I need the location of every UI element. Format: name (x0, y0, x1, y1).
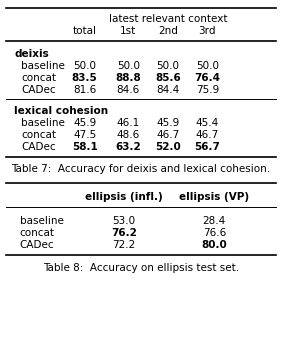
Text: total: total (72, 26, 97, 36)
Text: 81.6: 81.6 (73, 85, 96, 95)
Text: 76.4: 76.4 (194, 73, 220, 83)
Text: 72.2: 72.2 (113, 240, 136, 250)
Text: 58.1: 58.1 (72, 142, 98, 152)
Text: 83.5: 83.5 (72, 73, 98, 83)
Text: Table 8:  Accuracy on ellipsis test set.: Table 8: Accuracy on ellipsis test set. (43, 263, 239, 273)
Text: 45.9: 45.9 (73, 118, 96, 128)
Text: 46.7: 46.7 (156, 130, 179, 140)
Text: 50.0: 50.0 (73, 61, 96, 71)
Text: 50.0: 50.0 (156, 61, 179, 71)
Text: deixis: deixis (14, 49, 49, 59)
Text: 50.0: 50.0 (117, 61, 140, 71)
Text: 28.4: 28.4 (203, 216, 226, 226)
Text: 52.0: 52.0 (155, 142, 181, 152)
Text: 56.7: 56.7 (194, 142, 220, 152)
Text: lexical cohesion: lexical cohesion (14, 106, 108, 116)
Text: 47.5: 47.5 (73, 130, 96, 140)
Text: 76.2: 76.2 (111, 228, 137, 238)
Text: ellipsis (VP): ellipsis (VP) (179, 192, 249, 202)
Text: baseline: baseline (21, 61, 65, 71)
Text: 84.6: 84.6 (117, 85, 140, 95)
Text: 45.4: 45.4 (196, 118, 219, 128)
Text: 84.4: 84.4 (156, 85, 179, 95)
Text: ellipsis (infl.): ellipsis (infl.) (85, 192, 163, 202)
Text: baseline: baseline (21, 118, 65, 128)
Text: 46.1: 46.1 (117, 118, 140, 128)
Text: 53.0: 53.0 (113, 216, 136, 226)
Text: 63.2: 63.2 (115, 142, 141, 152)
Text: latest relevant context: latest relevant context (109, 14, 227, 24)
Text: 48.6: 48.6 (117, 130, 140, 140)
Text: Table 7:  Accuracy for deixis and lexical cohesion.: Table 7: Accuracy for deixis and lexical… (12, 164, 270, 174)
Text: CADec: CADec (21, 142, 56, 152)
Text: 46.7: 46.7 (196, 130, 219, 140)
Text: 80.0: 80.0 (201, 240, 227, 250)
Text: CADec: CADec (21, 85, 56, 95)
Text: concat: concat (20, 228, 55, 238)
Text: 1st: 1st (120, 26, 136, 36)
Text: 85.6: 85.6 (155, 73, 181, 83)
Text: concat: concat (21, 130, 56, 140)
Text: 88.8: 88.8 (115, 73, 141, 83)
Text: 45.9: 45.9 (156, 118, 179, 128)
Text: concat: concat (21, 73, 56, 83)
Text: 2nd: 2nd (158, 26, 178, 36)
Text: baseline: baseline (20, 216, 64, 226)
Text: 76.6: 76.6 (203, 228, 226, 238)
Text: CADec: CADec (20, 240, 54, 250)
Text: 75.9: 75.9 (196, 85, 219, 95)
Text: 3rd: 3rd (199, 26, 216, 36)
Text: 50.0: 50.0 (196, 61, 219, 71)
